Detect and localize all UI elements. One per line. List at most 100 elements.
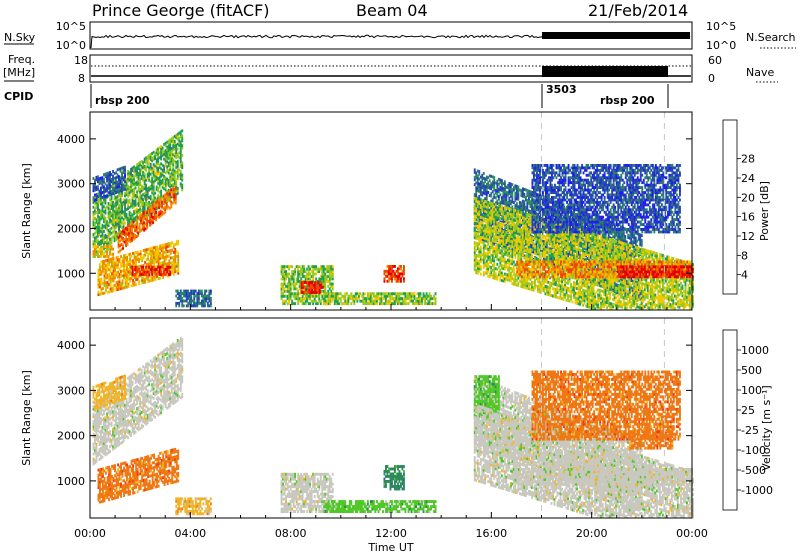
power-echo-cell bbox=[195, 290, 197, 293]
power-echo-cell bbox=[504, 180, 506, 183]
power-echo-cell bbox=[177, 290, 179, 293]
power-echo-cell bbox=[187, 304, 189, 307]
power-echo-cell bbox=[318, 295, 320, 298]
freq-unit: [MHz] bbox=[3, 66, 35, 79]
power-echo-cell bbox=[311, 281, 313, 284]
power-echo-cell bbox=[174, 175, 176, 178]
power-echo-cell bbox=[139, 181, 141, 184]
power-echo-cell bbox=[403, 277, 405, 280]
power-echo-cell bbox=[122, 279, 124, 282]
power-echo-cell bbox=[364, 292, 366, 295]
power-echo-cell bbox=[124, 166, 126, 169]
power-echo-cell bbox=[290, 295, 292, 298]
power-echo-cell bbox=[123, 184, 125, 187]
power-echo-cell bbox=[210, 290, 212, 293]
power-echo-cell bbox=[101, 278, 103, 281]
power-echo-cell bbox=[107, 286, 109, 289]
power-echo-cell bbox=[429, 292, 431, 295]
nave-tick-top: 60 bbox=[708, 54, 722, 67]
power-echo-cell bbox=[340, 300, 342, 303]
power-echo-cell bbox=[331, 300, 333, 303]
nave-tick-bottom: 0 bbox=[708, 72, 715, 85]
power-echo-cell bbox=[112, 248, 114, 251]
power-echo-cell bbox=[144, 175, 146, 178]
power-echo-cell bbox=[177, 242, 179, 245]
power-echo-cell bbox=[109, 250, 111, 253]
power-echo-cell bbox=[400, 265, 402, 268]
power-echo-cell bbox=[403, 270, 405, 273]
power-echo-cell bbox=[288, 300, 290, 303]
power-echo-cell bbox=[160, 192, 162, 195]
power-echo-cell bbox=[165, 258, 167, 261]
power-echo-cell bbox=[499, 193, 501, 196]
power-echo-cell bbox=[326, 292, 328, 295]
power-echo-cell bbox=[112, 192, 114, 195]
power-echo-cell bbox=[170, 244, 172, 247]
power-echo-cell bbox=[294, 273, 296, 276]
power-echo-cell bbox=[400, 277, 402, 280]
power-echo-cell bbox=[163, 168, 165, 171]
power-echo-cell bbox=[329, 302, 331, 305]
power-echo-cell bbox=[302, 300, 304, 303]
power-echo-cell bbox=[144, 172, 146, 175]
power-echo-cell bbox=[304, 286, 306, 289]
power-echo-cell bbox=[483, 172, 485, 175]
power-echo-cell bbox=[177, 187, 179, 190]
power-echo-cell bbox=[166, 202, 168, 205]
power-echo-cell bbox=[106, 250, 108, 253]
power-echo-cell bbox=[338, 302, 340, 305]
power-echo-cell bbox=[181, 154, 183, 157]
power-echo-cell bbox=[423, 292, 425, 295]
power-echo-cell bbox=[104, 292, 106, 295]
power-echo-cell bbox=[148, 176, 150, 179]
power-echo-cell bbox=[297, 302, 299, 305]
power-echo-cell bbox=[302, 273, 304, 276]
power-echo-cell bbox=[181, 134, 183, 137]
power-echo-cell bbox=[511, 183, 513, 186]
power-echo-cell bbox=[315, 300, 317, 303]
power-echo-cell bbox=[294, 302, 296, 305]
power-echo-cell bbox=[309, 273, 311, 276]
power-echo-cell bbox=[150, 163, 152, 166]
power-echo-cell bbox=[288, 268, 290, 271]
power-echo-cell bbox=[478, 170, 480, 173]
power-echo-cell bbox=[174, 258, 176, 261]
power-echo-cell bbox=[153, 168, 155, 171]
power-echo-cell bbox=[147, 192, 149, 195]
power-echo-cell bbox=[332, 275, 334, 278]
power-echo-cell bbox=[177, 240, 179, 243]
power-echo-cell bbox=[177, 148, 179, 151]
power-echo-cell bbox=[175, 197, 177, 200]
nsky-label: N.Sky bbox=[4, 31, 36, 44]
power-echo-cell bbox=[181, 174, 183, 177]
power-echo-cell bbox=[103, 178, 105, 181]
power-echo-cell bbox=[285, 300, 287, 303]
cpid-label: CPID bbox=[4, 90, 33, 103]
power-echo-cell bbox=[304, 291, 306, 294]
power-echo-cell bbox=[138, 280, 140, 283]
power-echo-cell bbox=[405, 300, 407, 303]
power-echo-cell bbox=[145, 184, 147, 187]
power-echo-cell bbox=[210, 300, 212, 303]
cpid-segment-2: 3503 bbox=[546, 83, 577, 96]
nsearch-tick-top: 10^5 bbox=[706, 20, 736, 33]
freq-panel: Freq. [MHz] 18 8 60 0 Nave bbox=[3, 53, 778, 85]
superdarn-rti-plot: Prince George (fitACF) Beam 04 21/Feb/20… bbox=[0, 0, 800, 554]
power-echo-cell bbox=[294, 268, 296, 271]
power-echo-cell bbox=[517, 198, 519, 201]
cpid-segment-3: rbsp 200 bbox=[600, 94, 655, 107]
power-echo-cell bbox=[306, 300, 308, 303]
power-echo-cell bbox=[137, 234, 139, 237]
power-echo-cell bbox=[435, 300, 437, 303]
power-echo-cell bbox=[174, 140, 176, 143]
power-echo-cell bbox=[128, 283, 130, 286]
power-echo-cell bbox=[290, 280, 292, 283]
power-echo-cell bbox=[102, 250, 104, 253]
power-echo-cell bbox=[329, 292, 331, 295]
freq-dense-block bbox=[542, 66, 668, 77]
power-echo-cell bbox=[136, 271, 138, 274]
power-echo-cell bbox=[120, 180, 122, 183]
power-echo-cell bbox=[190, 297, 192, 300]
power-echo-cell bbox=[181, 184, 183, 187]
